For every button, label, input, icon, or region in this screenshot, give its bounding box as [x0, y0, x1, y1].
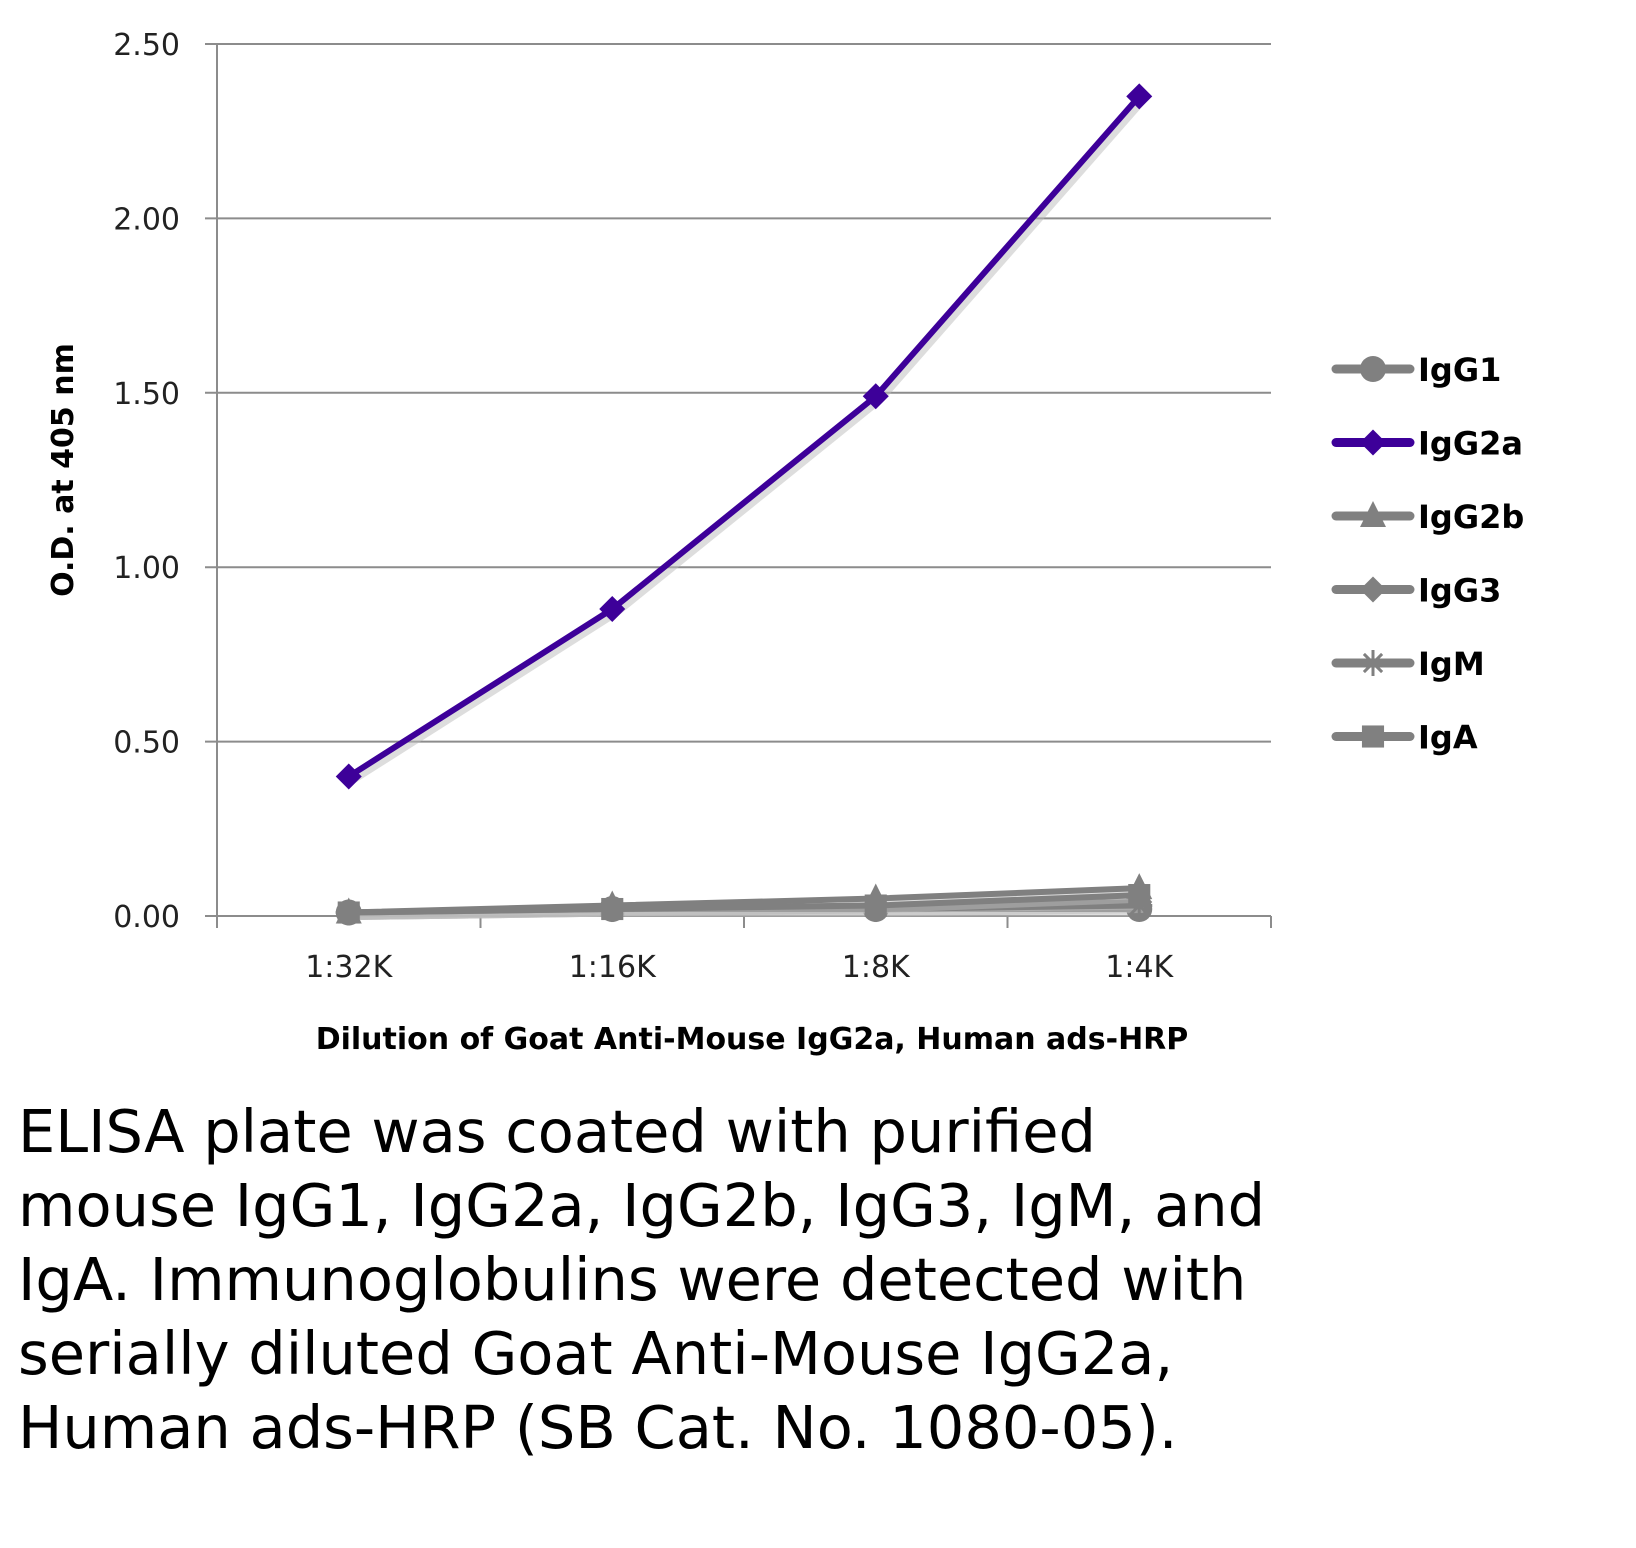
y-tick-label: 2.00 [113, 202, 180, 237]
legend-label: IgG1 [1418, 351, 1501, 389]
y-tick-label: 1.00 [113, 551, 180, 586]
y-tick-label: 1.50 [113, 377, 180, 412]
triangle-marker [1360, 501, 1386, 527]
diamond-marker [862, 383, 889, 410]
x-tick-label: 1:32K [305, 950, 393, 985]
caption-line: ELISA plate was coated with purified [18, 1097, 1096, 1166]
x-tick-label: 1:16K [569, 950, 657, 985]
y-tick-label: 0.00 [113, 900, 180, 935]
diamond-marker [1360, 429, 1386, 456]
legend-item-igm: IgM [1331, 645, 1485, 683]
x-tick-labels: 1:32K 1:16K 1:8K 1:4K [305, 950, 1174, 985]
x-tick-label: 1:4K [1105, 950, 1174, 985]
legend-item-igg2b: IgG2b [1331, 498, 1524, 536]
y-tick-label: 0.50 [113, 726, 180, 761]
caption-line: mouse IgG1, IgG2a, IgG2b, IgG3, IgM, and [18, 1171, 1266, 1240]
x-tick-label: 1:8K [842, 950, 911, 985]
elisa-line-chart: 0.000.501.001.502.002.50 1:32K 1:16K 1:8K 1… [46, 28, 1524, 1057]
y-tick-label: 2.50 [113, 28, 180, 63]
caption-line: IgA. Immunoglobulins were detected with [18, 1245, 1247, 1314]
square-marker [1361, 725, 1385, 748]
star-marker [1360, 650, 1386, 676]
legend-label: IgA [1418, 719, 1478, 757]
legend-item-igg3: IgG3 [1331, 572, 1501, 610]
square-marker [601, 897, 624, 921]
diamond-marker [335, 763, 362, 790]
caption-line: serially diluted Goat Anti-Mouse IgG2a, [18, 1319, 1174, 1388]
series-line [347, 94, 1142, 780]
series-line [348, 892, 1140, 916]
axes [216, 44, 1272, 928]
series-iga [337, 884, 1151, 924]
caption-line: Human ads-HRP (SB Cat. No. 1080-05). [18, 1393, 1178, 1462]
diamond-marker [1360, 576, 1386, 603]
gridlines [205, 43, 1271, 917]
legend-item-iga: IgA [1331, 719, 1478, 757]
diamond-marker [1126, 83, 1153, 110]
square-marker [864, 894, 887, 917]
series-group [335, 83, 1153, 926]
circle-marker [1360, 356, 1386, 382]
legend-label: IgG3 [1418, 572, 1501, 610]
series-shadow [352, 895, 1144, 921]
figure-caption: ELISA plate was coated with purified mou… [18, 1095, 1578, 1465]
series-igg2a [335, 83, 1153, 790]
legend-label: IgG2b [1418, 498, 1524, 536]
series-shadow [350, 98, 1146, 784]
legend-label: IgG2a [1418, 425, 1523, 463]
legend: IgG1 IgG2a IgG2b IgG3 IgM IgA [1331, 351, 1524, 757]
x-axis-title: Dilution of Goat Anti-Mouse IgG2a, Human… [316, 1022, 1189, 1057]
legend-item-igg1: IgG1 [1331, 351, 1501, 389]
legend-label: IgM [1418, 645, 1485, 683]
square-marker [1128, 884, 1151, 907]
y-tick-labels: 0.00 0.50 1.00 1.50 2.00 2.50 [113, 28, 180, 935]
legend-item-igg2a: IgG2a [1331, 425, 1523, 463]
star-stroke [1362, 652, 1384, 674]
y-axis-title: O.D. at 405 nm [46, 343, 81, 597]
diamond-marker [599, 596, 626, 623]
square-marker [337, 901, 360, 924]
